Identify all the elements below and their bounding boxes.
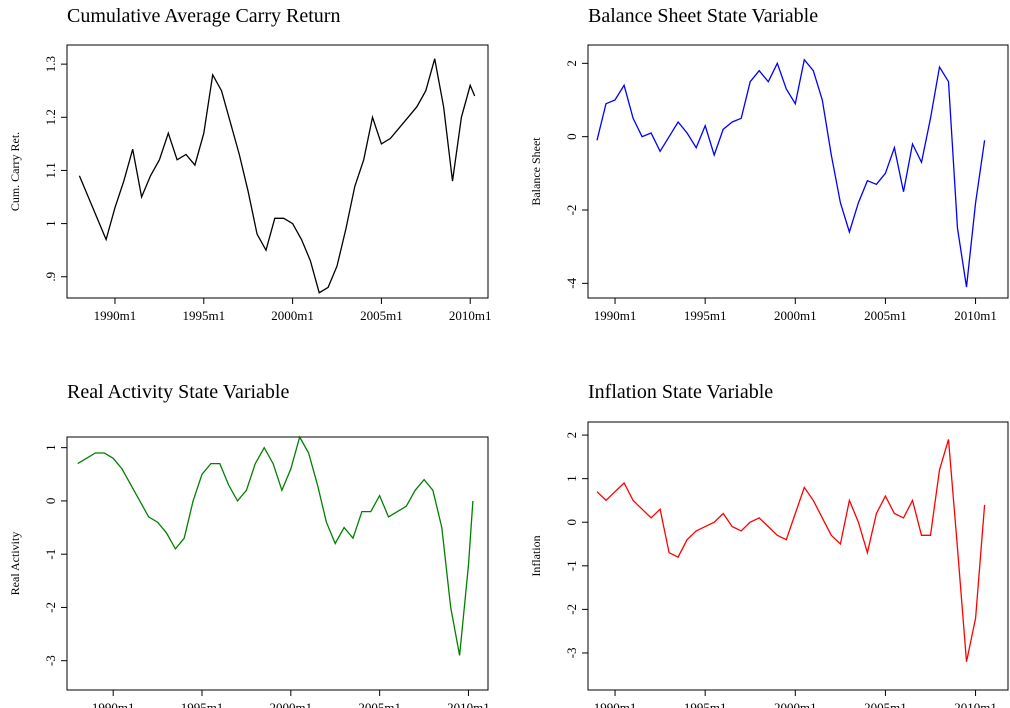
x-tick-label: 1995m1 [181, 700, 224, 708]
x-tick-label: 1995m1 [684, 308, 727, 323]
y-axis-label: Cum. Carry Ret. [8, 132, 22, 211]
data-line [78, 58, 476, 294]
data-line [596, 58, 986, 288]
y-tick-label: 1 [43, 444, 58, 451]
y-tick-label: 0 [564, 519, 579, 526]
y-tick-label: 1 [564, 475, 579, 482]
chart-title: Real Activity State Variable [67, 381, 289, 403]
x-tick-label: 2010m1 [449, 308, 492, 323]
x-tick-label: 2005m1 [358, 700, 401, 708]
x-tick-label: 1990m1 [92, 700, 135, 708]
y-axis-label: Real Activity [8, 532, 22, 596]
y-tick-label: -2 [564, 604, 579, 615]
x-tick-label: 1995m1 [684, 700, 727, 708]
chart-title: Cumulative Average Carry Return [67, 5, 340, 27]
y-axis-label: Balance Sheet [529, 137, 543, 206]
plot-frame [66, 436, 489, 691]
x-tick-label: 2010m1 [447, 700, 490, 708]
y-tick-label: 2 [564, 432, 579, 439]
data-line [596, 439, 986, 662]
y-tick-label: 1 [43, 220, 58, 227]
plot-frame [587, 44, 1009, 299]
y-tick-label: -4 [564, 277, 579, 288]
y-tick-label: -3 [564, 648, 579, 659]
x-tick-label: 2010m1 [954, 308, 997, 323]
x-tick-label: 2005m1 [864, 308, 907, 323]
chart-title: Inflation State Variable [588, 381, 773, 403]
x-tick-label: 2000m1 [271, 308, 314, 323]
y-axis-label: Inflation [529, 535, 543, 576]
x-tick-label: 2005m1 [864, 700, 907, 708]
y-tick-label: 1.2 [43, 109, 58, 125]
y-tick-label: 0 [564, 133, 579, 140]
x-tick-label: 1995m1 [182, 308, 225, 323]
y-tick-label: 2 [564, 60, 579, 66]
x-tick-label: 2000m1 [774, 308, 817, 323]
y-tick-label: -3 [43, 655, 58, 666]
y-tick-label: -1 [564, 560, 579, 571]
y-tick-label: 1.3 [43, 56, 58, 72]
plot-frame [587, 421, 1009, 691]
y-tick-label: 1.1 [43, 162, 58, 178]
x-tick-label: 2000m1 [774, 700, 817, 708]
y-tick-label: -2 [43, 602, 58, 613]
x-tick-label: 2010m1 [954, 700, 997, 708]
data-line [77, 435, 474, 656]
x-tick-label: 1990m1 [594, 308, 637, 323]
plot-frame [66, 44, 489, 299]
y-tick-label: .9 [43, 272, 58, 282]
x-tick-label: 2005m1 [360, 308, 403, 323]
chart-title: Balance Sheet State Variable [588, 5, 818, 27]
y-tick-label: -1 [43, 549, 58, 560]
y-tick-label: 0 [43, 498, 58, 505]
x-tick-label: 1990m1 [94, 308, 137, 323]
x-tick-label: 2000m1 [270, 700, 313, 708]
y-tick-label: -2 [564, 205, 579, 216]
x-tick-label: 1990m1 [594, 700, 637, 708]
